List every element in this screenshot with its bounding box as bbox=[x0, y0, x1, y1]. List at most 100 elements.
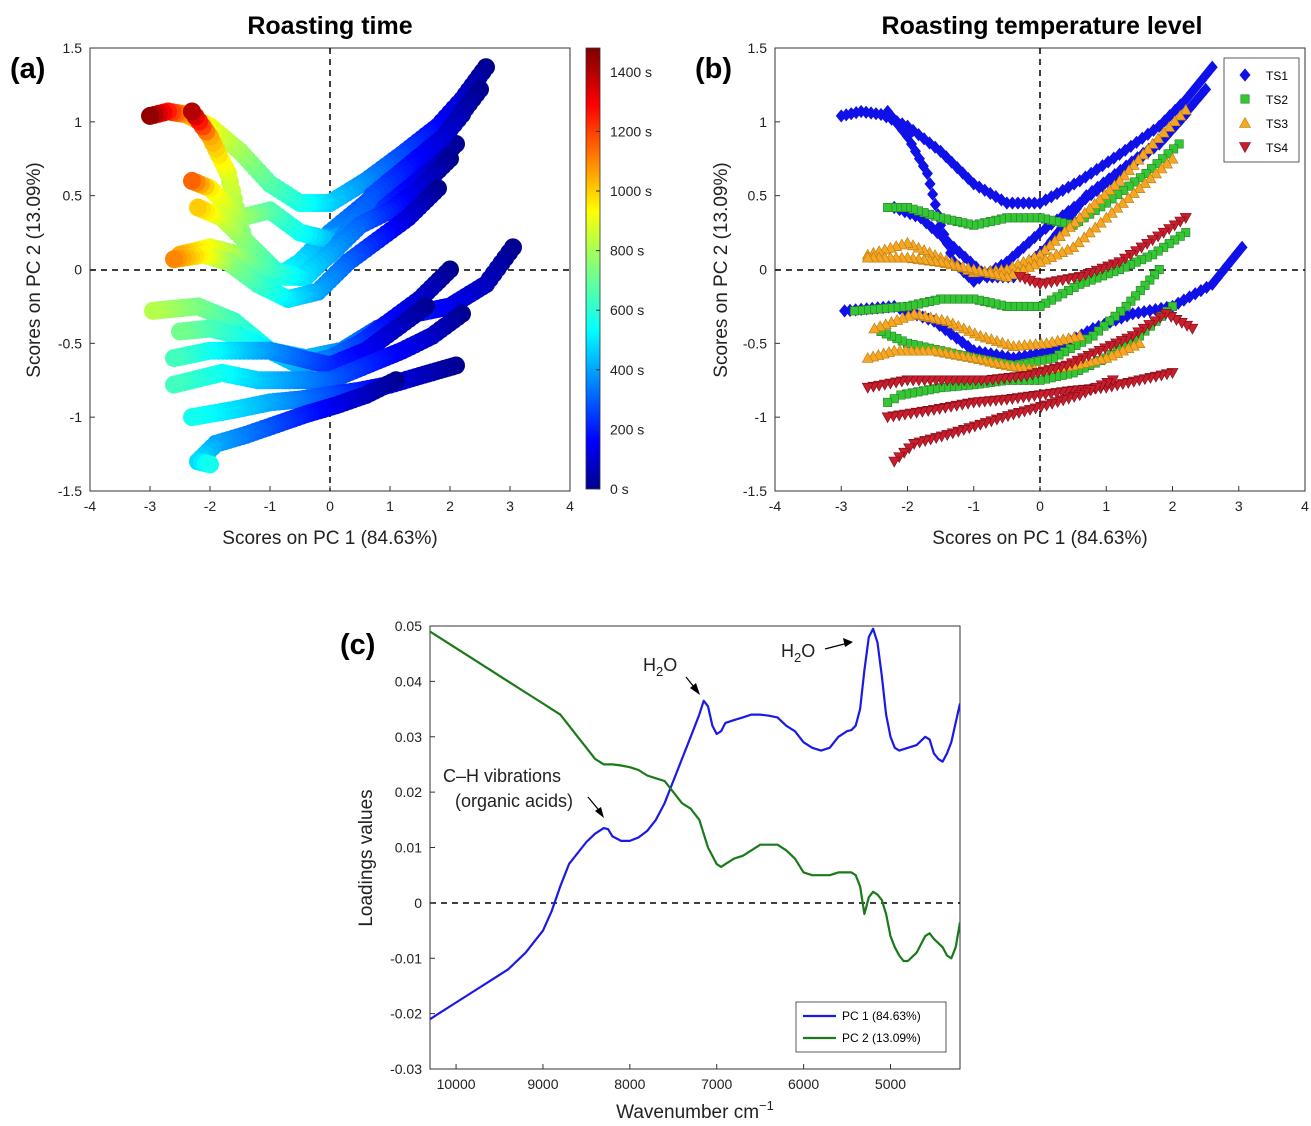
panel-b-point-ts3 bbox=[1157, 126, 1170, 138]
panel-b-point-ts1 bbox=[1180, 93, 1192, 107]
panel-a-colorbar-ticks: 0 s 200 s 400 s 600 s 800 s 1000 s 1200 s 1400 … bbox=[596, 64, 652, 497]
panel-b-point-ts1 bbox=[959, 250, 971, 264]
panel-b-point-ts1 bbox=[945, 246, 957, 260]
panel-b-ytick-label: -1.5 bbox=[743, 483, 767, 499]
panel-b-xtick-label: 3 bbox=[1235, 498, 1243, 514]
panel-b-point-ts2 bbox=[1099, 321, 1109, 331]
panel-a-xtick-label: 1 bbox=[386, 498, 394, 514]
panel-c-ytick-label: -0.03 bbox=[390, 1061, 422, 1077]
panel-b-point-ts2 bbox=[1110, 311, 1120, 321]
legend-marker-ts2 bbox=[1240, 94, 1250, 104]
panel-b-point-ts3 bbox=[1100, 211, 1113, 223]
panel-b-point-ts1 bbox=[1178, 293, 1190, 307]
panel-a-points bbox=[141, 58, 522, 474]
panel-c-xtick-label: 9000 bbox=[527, 1076, 558, 1092]
panel-b-point-ts3 bbox=[1058, 225, 1071, 237]
panel-b-xtick-label: -2 bbox=[901, 498, 914, 514]
colorbar-tick-label: 400 s bbox=[610, 362, 644, 378]
panel-c-line-pc2 bbox=[430, 630, 960, 963]
annotation-ch-line1: C–H vibrations bbox=[443, 766, 561, 786]
panel-c-ytick-label: 0 bbox=[414, 895, 422, 911]
panel-b-point-ts1 bbox=[1059, 337, 1071, 351]
panel-a-xtick-label: 3 bbox=[506, 498, 514, 514]
panel-b: (b) Roasting temperature level -4 -3 -2 -1 0… bbox=[695, 12, 1309, 549]
panel-b-xtick-label: -3 bbox=[835, 498, 848, 514]
panel-a-point bbox=[165, 375, 183, 394]
panel-b-point-ts1 bbox=[1226, 253, 1238, 267]
legend-label-ts4: TS4 bbox=[1266, 141, 1288, 155]
panel-b-point-ts1 bbox=[1012, 196, 1024, 210]
panel-b-point-ts2 bbox=[849, 306, 859, 316]
panel-c-yticks: -0.03 -0.02 -0.01 0 0.01 0.02 0.03 0.04 0.05 bbox=[390, 618, 435, 1077]
panel-b-xticks: -4 -3 -2 -1 0 1 2 3 4 bbox=[769, 486, 1309, 514]
panel-b-ytick-label: -1 bbox=[755, 409, 768, 425]
colorbar-tick-label: 1200 s bbox=[610, 123, 652, 139]
panel-b-point-ts3 bbox=[1132, 153, 1145, 165]
panel-a-title: Roasting time bbox=[247, 12, 412, 40]
panel-a-point bbox=[201, 455, 219, 474]
panel-b-point-ts1 bbox=[1023, 196, 1035, 210]
panel-b-point-ts3 bbox=[1122, 192, 1135, 203]
panel-b-point-ts1 bbox=[1034, 196, 1046, 210]
panel-b-point-ts2 bbox=[883, 202, 893, 212]
panel-b-point-ts1 bbox=[1013, 350, 1025, 364]
panel-b-point-ts1 bbox=[1185, 100, 1197, 114]
panel-b-point-ts2 bbox=[1094, 326, 1104, 336]
panel-a-ylabel: Scores on PC 2 (13.09%) bbox=[24, 162, 45, 377]
panel-b-point-ts3 bbox=[1163, 120, 1176, 132]
colorbar-tick-label: 600 s bbox=[610, 302, 644, 318]
panel-b-point-ts1 bbox=[929, 197, 941, 212]
panel-b-point-ts1 bbox=[1006, 196, 1018, 210]
panel-b-ytick-label: 0 bbox=[759, 262, 767, 278]
panel-b-point-ts1 bbox=[1017, 196, 1029, 210]
panel-b-point-ts3 bbox=[1118, 169, 1131, 181]
arrow-head-ch bbox=[595, 807, 604, 818]
panel-a: (a) Roasting time -4 -3 -2 -1 0 1 2 3 4 -1.5 -1 -0… bbox=[10, 12, 652, 549]
panel-a-ytick-label: -1 bbox=[70, 409, 83, 425]
panel-a-ytick-label: 1.5 bbox=[63, 40, 83, 56]
panel-b-xtick-label: 2 bbox=[1169, 498, 1177, 514]
panel-b-point-ts3 bbox=[1146, 137, 1159, 149]
panel-b-xtick-label: -1 bbox=[968, 498, 981, 514]
arrow-head-h2o-1 bbox=[690, 683, 700, 695]
panel-b-point-ts1 bbox=[860, 105, 872, 119]
panel-b-point-ts3 bbox=[1048, 234, 1061, 246]
panel-b-point-ts3 bbox=[1141, 143, 1154, 154]
annotation-h2o-1: H2O bbox=[643, 655, 677, 679]
panel-a-point bbox=[144, 301, 162, 320]
colorbar-tick-label: 0 s bbox=[610, 481, 629, 497]
panel-c-ylabel: Loadings values bbox=[356, 789, 377, 926]
panel-b-point-ts2 bbox=[1135, 286, 1145, 296]
colorbar-tick-label: 200 s bbox=[610, 421, 644, 437]
panel-b-letter: (b) bbox=[695, 53, 732, 85]
panel-c-xticks: 10000 9000 8000 7000 6000 5000 bbox=[437, 1064, 906, 1092]
panel-c-ytick-label: -0.02 bbox=[390, 1006, 422, 1022]
panel-c-line-pc1 bbox=[430, 627, 960, 1021]
panel-b-point-ts1 bbox=[964, 255, 976, 269]
panel-b-point-ts4 bbox=[881, 412, 894, 424]
legend-label-pc2: PC 2 (13.09%) bbox=[842, 1031, 921, 1045]
arrow-head-h2o-2 bbox=[843, 638, 853, 647]
panel-b-point-ts3 bbox=[1155, 162, 1168, 174]
panel-b-point-ts3 bbox=[1089, 221, 1102, 233]
panel-b-point-ts3 bbox=[1093, 193, 1106, 205]
panel-b-point-ts3 bbox=[1152, 132, 1165, 144]
panel-b-point-ts2 bbox=[1121, 301, 1131, 311]
panel-b-point-ts3 bbox=[1098, 188, 1111, 200]
panel-b-point-ts3 bbox=[1127, 158, 1140, 170]
panel-b-point-ts4 bbox=[861, 382, 874, 394]
panel-b-ylabel: Scores on PC 2 (13.09%) bbox=[711, 162, 732, 377]
panel-a-letter: (a) bbox=[10, 53, 45, 85]
panel-a-xtick-label: 0 bbox=[326, 498, 334, 514]
panel-b-xtick-label: -4 bbox=[769, 498, 782, 514]
panel-b-legend: TS1 TS2 TS3 TS4 bbox=[1223, 57, 1300, 163]
panel-b-point-ts3 bbox=[1122, 164, 1135, 176]
panel-b-point-ts1 bbox=[985, 347, 997, 361]
panel-a-xtick-label: -1 bbox=[264, 498, 277, 514]
panel-b-point-ts2 bbox=[1169, 144, 1179, 154]
panel-a-point bbox=[183, 408, 201, 427]
panel-c-xtick-label: 7000 bbox=[701, 1076, 732, 1092]
panel-b-point-ts1 bbox=[1184, 290, 1196, 304]
panel-b-points bbox=[835, 60, 1248, 468]
panel-b-point-ts2 bbox=[1168, 301, 1178, 311]
